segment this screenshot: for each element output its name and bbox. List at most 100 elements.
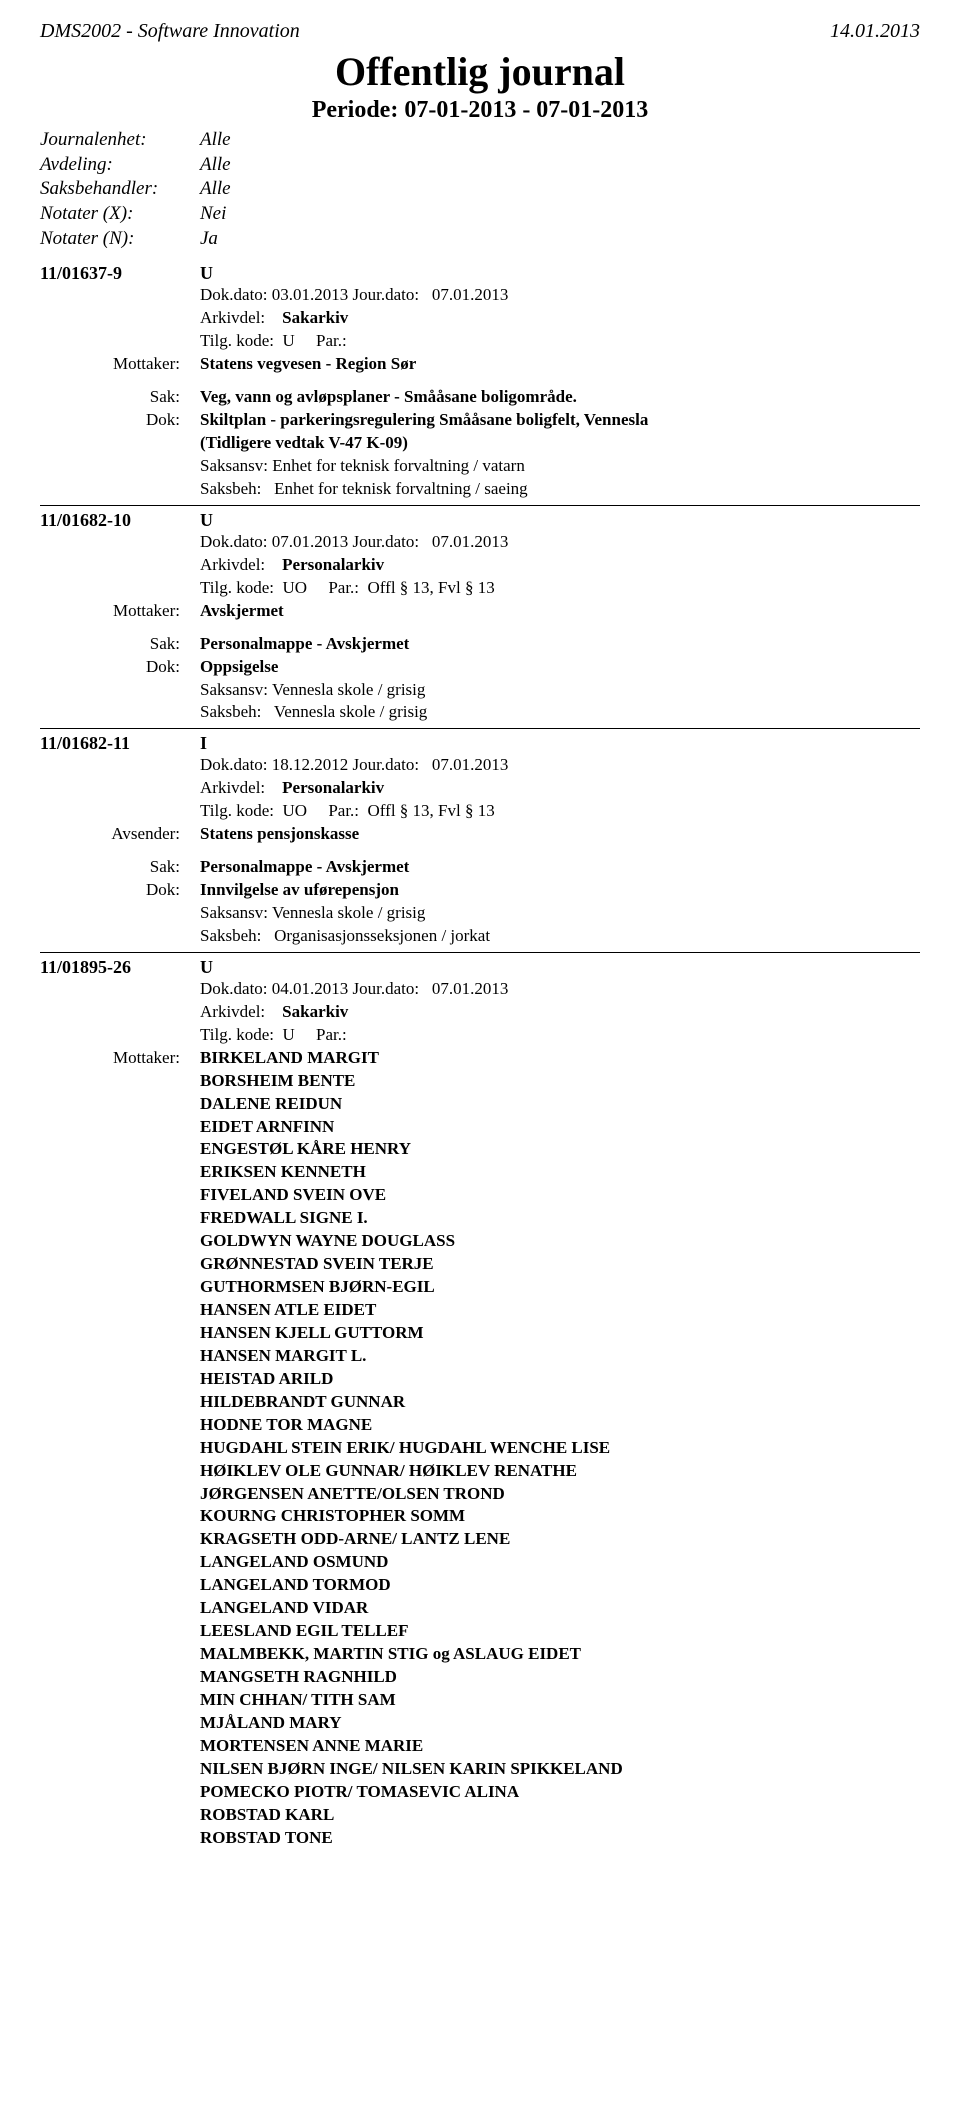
entry-sak: Sak: Personalmappe - Avskjermet [40, 856, 920, 879]
dok-value: Innvilgelse av uførepensjon [200, 879, 920, 902]
saksbeh-label: Saksbeh: [200, 702, 261, 721]
tilg-value: UO [283, 801, 308, 820]
dok-label: Dok: [40, 879, 200, 902]
jourdato-value: 07.01.2013 [432, 285, 509, 304]
recipient-name: GRØNNESTAD SVEIN TERJE [200, 1253, 920, 1276]
saksbeh-value: Vennesla skole / grisig [274, 702, 427, 721]
entry-dokdato: Dok.dato: 03.01.2013 Jour.dato: 07.01.20… [200, 284, 920, 307]
arkivdel-value: Sakarkiv [282, 1002, 348, 1021]
meta-notater-n: Notater (N): Ja [40, 227, 920, 252]
mottaker-label: Mottaker: [40, 1047, 200, 1070]
meta-label: Avdeling: [40, 153, 200, 178]
recipient-name: KOURNG CHRISTOPHER SOMM [200, 1505, 920, 1528]
saksbeh-value: Organisasjonsseksjonen / jorkat [274, 926, 490, 945]
entry-type: U [200, 957, 213, 978]
entry-type: U [200, 263, 213, 284]
meta-label: Journalenhet: [40, 128, 200, 153]
mottaker-value-first: BIRKELAND MARGIT [200, 1047, 920, 1070]
meta-value: Alle [200, 128, 231, 153]
period: Periode: 07-01-2013 - 07-01-2013 [40, 97, 920, 124]
meta-label: Notater (X): [40, 202, 200, 227]
meta-notater-x: Notater (X): Nei [40, 202, 920, 227]
recipient-name: LANGELAND TORMOD [200, 1574, 920, 1597]
recipient-name: LANGELAND OSMUND [200, 1551, 920, 1574]
saksbeh-label: Saksbeh: [200, 926, 261, 945]
main-title: Offentlig journal [40, 48, 920, 95]
avsender-value: Statens pensjonskasse [200, 823, 920, 846]
entry-header: 11/01682-10 U [40, 510, 920, 531]
arkivdel-label: Arkivdel: [200, 778, 265, 797]
entry-tilg: Tilg. kode: UO Par.: Offl § 13, Fvl § 13 [200, 800, 920, 823]
par-value: Offl § 13, Fvl § 13 [368, 801, 495, 820]
dok-label: Dok: [40, 409, 200, 432]
recipient-name: HANSEN ATLE EIDET [200, 1299, 920, 1322]
dokdato-value: 07.01.2013 [272, 532, 349, 551]
jourdato-label: Jour.dato: [353, 979, 420, 998]
recipient-name: HØIKLEV OLE GUNNAR/ HØIKLEV RENATHE [200, 1460, 920, 1483]
recipient-name: LEESLAND EGIL TELLEF [200, 1620, 920, 1643]
divider [40, 952, 920, 953]
arkivdel-value: Sakarkiv [282, 308, 348, 327]
sak-value: Veg, vann og avløpsplaner - Smååsane bol… [200, 386, 920, 409]
sak-label: Sak: [40, 633, 200, 656]
saksbeh: Saksbeh: Vennesla skole / grisig [200, 701, 920, 724]
entry-dok: Dok: Oppsigelse [40, 656, 920, 679]
journal-entry: 11/01682-11 I Dok.dato: 18.12.2012 Jour.… [40, 733, 920, 948]
meta-value: Nei [200, 202, 226, 227]
jourdato-label: Jour.dato: [353, 532, 420, 551]
recipient-name: ROBSTAD TONE [200, 1827, 920, 1850]
divider [40, 728, 920, 729]
journal-entry: 11/01637-9 U Dok.dato: 03.01.2013 Jour.d… [40, 263, 920, 500]
saksbeh: Saksbeh: Organisasjonsseksjonen / jorkat [200, 925, 920, 948]
entry-sak: Sak: Veg, vann og avløpsplaner - Smååsan… [40, 386, 920, 409]
meta-value: Alle [200, 177, 231, 202]
meta-label: Notater (N): [40, 227, 200, 252]
saksbeh-label: Saksbeh: [200, 479, 261, 498]
system-name: DMS2002 - Software Innovation [40, 20, 300, 43]
entry-tilg: Tilg. kode: U Par.: [200, 1024, 920, 1047]
entry-header: 11/01637-9 U [40, 263, 920, 284]
dokdato-value: 18.12.2012 [272, 755, 349, 774]
entry-header: 11/01895-26 U [40, 957, 920, 978]
recipient-name: NILSEN BJØRN INGE/ NILSEN KARIN SPIKKELA… [200, 1758, 920, 1781]
jourdato-value: 07.01.2013 [432, 979, 509, 998]
arkivdel-label: Arkivdel: [200, 1002, 265, 1021]
arkivdel-label: Arkivdel: [200, 555, 265, 574]
dokdato-value: 03.01.2013 [272, 285, 349, 304]
entry-id: 11/01682-10 [40, 510, 200, 531]
saksansv: Saksansv: Enhet for teknisk forvaltning … [200, 455, 920, 478]
recipient-name: MANGSETH RAGNHILD [200, 1666, 920, 1689]
entry-arkivdel: Arkivdel: Sakarkiv [200, 307, 920, 330]
recipient-name: MJÅLAND MARY [200, 1712, 920, 1735]
saksbeh-value: Enhet for teknisk forvaltning / saeing [274, 479, 528, 498]
header-row: DMS2002 - Software Innovation 14.01.2013 [40, 20, 920, 43]
meta-journalenhet: Journalenhet: Alle [40, 128, 920, 153]
entry-dokdato: Dok.dato: 18.12.2012 Jour.dato: 07.01.20… [200, 754, 920, 777]
meta-avdeling: Avdeling: Alle [40, 153, 920, 178]
entry-mottaker: Mottaker: BIRKELAND MARGIT [40, 1047, 920, 1070]
entry-header: 11/01682-11 I [40, 733, 920, 754]
recipient-name: POMECKO PIOTR/ TOMASEVIC ALINA [200, 1781, 920, 1804]
recipient-name: HANSEN KJELL GUTTORM [200, 1322, 920, 1345]
meta-block: Journalenhet: Alle Avdeling: Alle Saksbe… [40, 128, 920, 251]
arkivdel-value: Personalarkiv [282, 778, 384, 797]
saksansv: Saksansv: Vennesla skole / grisig [200, 902, 920, 925]
dokdato-value: 04.01.2013 [272, 979, 349, 998]
saksbeh: Saksbeh: Enhet for teknisk forvaltning /… [200, 478, 920, 501]
dokdato-label: Dok.dato: [200, 979, 268, 998]
recipient-name: GUTHORMSEN BJØRN-EGIL [200, 1276, 920, 1299]
recipient-name: FREDWALL SIGNE I. [200, 1207, 920, 1230]
mottaker-label: Mottaker: [40, 353, 200, 376]
recipient-name: KRAGSETH ODD-ARNE/ LANTZ LENE [200, 1528, 920, 1551]
recipient-name: FIVELAND SVEIN OVE [200, 1184, 920, 1207]
dokdato-label: Dok.dato: [200, 285, 268, 304]
entry-dok: Dok: Skiltplan - parkeringsregulering Sm… [40, 409, 920, 432]
entry-dokdato: Dok.dato: 07.01.2013 Jour.dato: 07.01.20… [200, 531, 920, 554]
tilg-label: Tilg. kode: [200, 801, 274, 820]
dok-value: Oppsigelse [200, 656, 920, 679]
dok-label: Dok: [40, 656, 200, 679]
recipient-name: MALMBEKK, MARTIN STIG og ASLAUG EIDET [200, 1643, 920, 1666]
recipient-name: MORTENSEN ANNE MARIE [200, 1735, 920, 1758]
jourdato-label: Jour.dato: [353, 285, 420, 304]
recipient-name: BORSHEIM BENTE [200, 1070, 920, 1093]
